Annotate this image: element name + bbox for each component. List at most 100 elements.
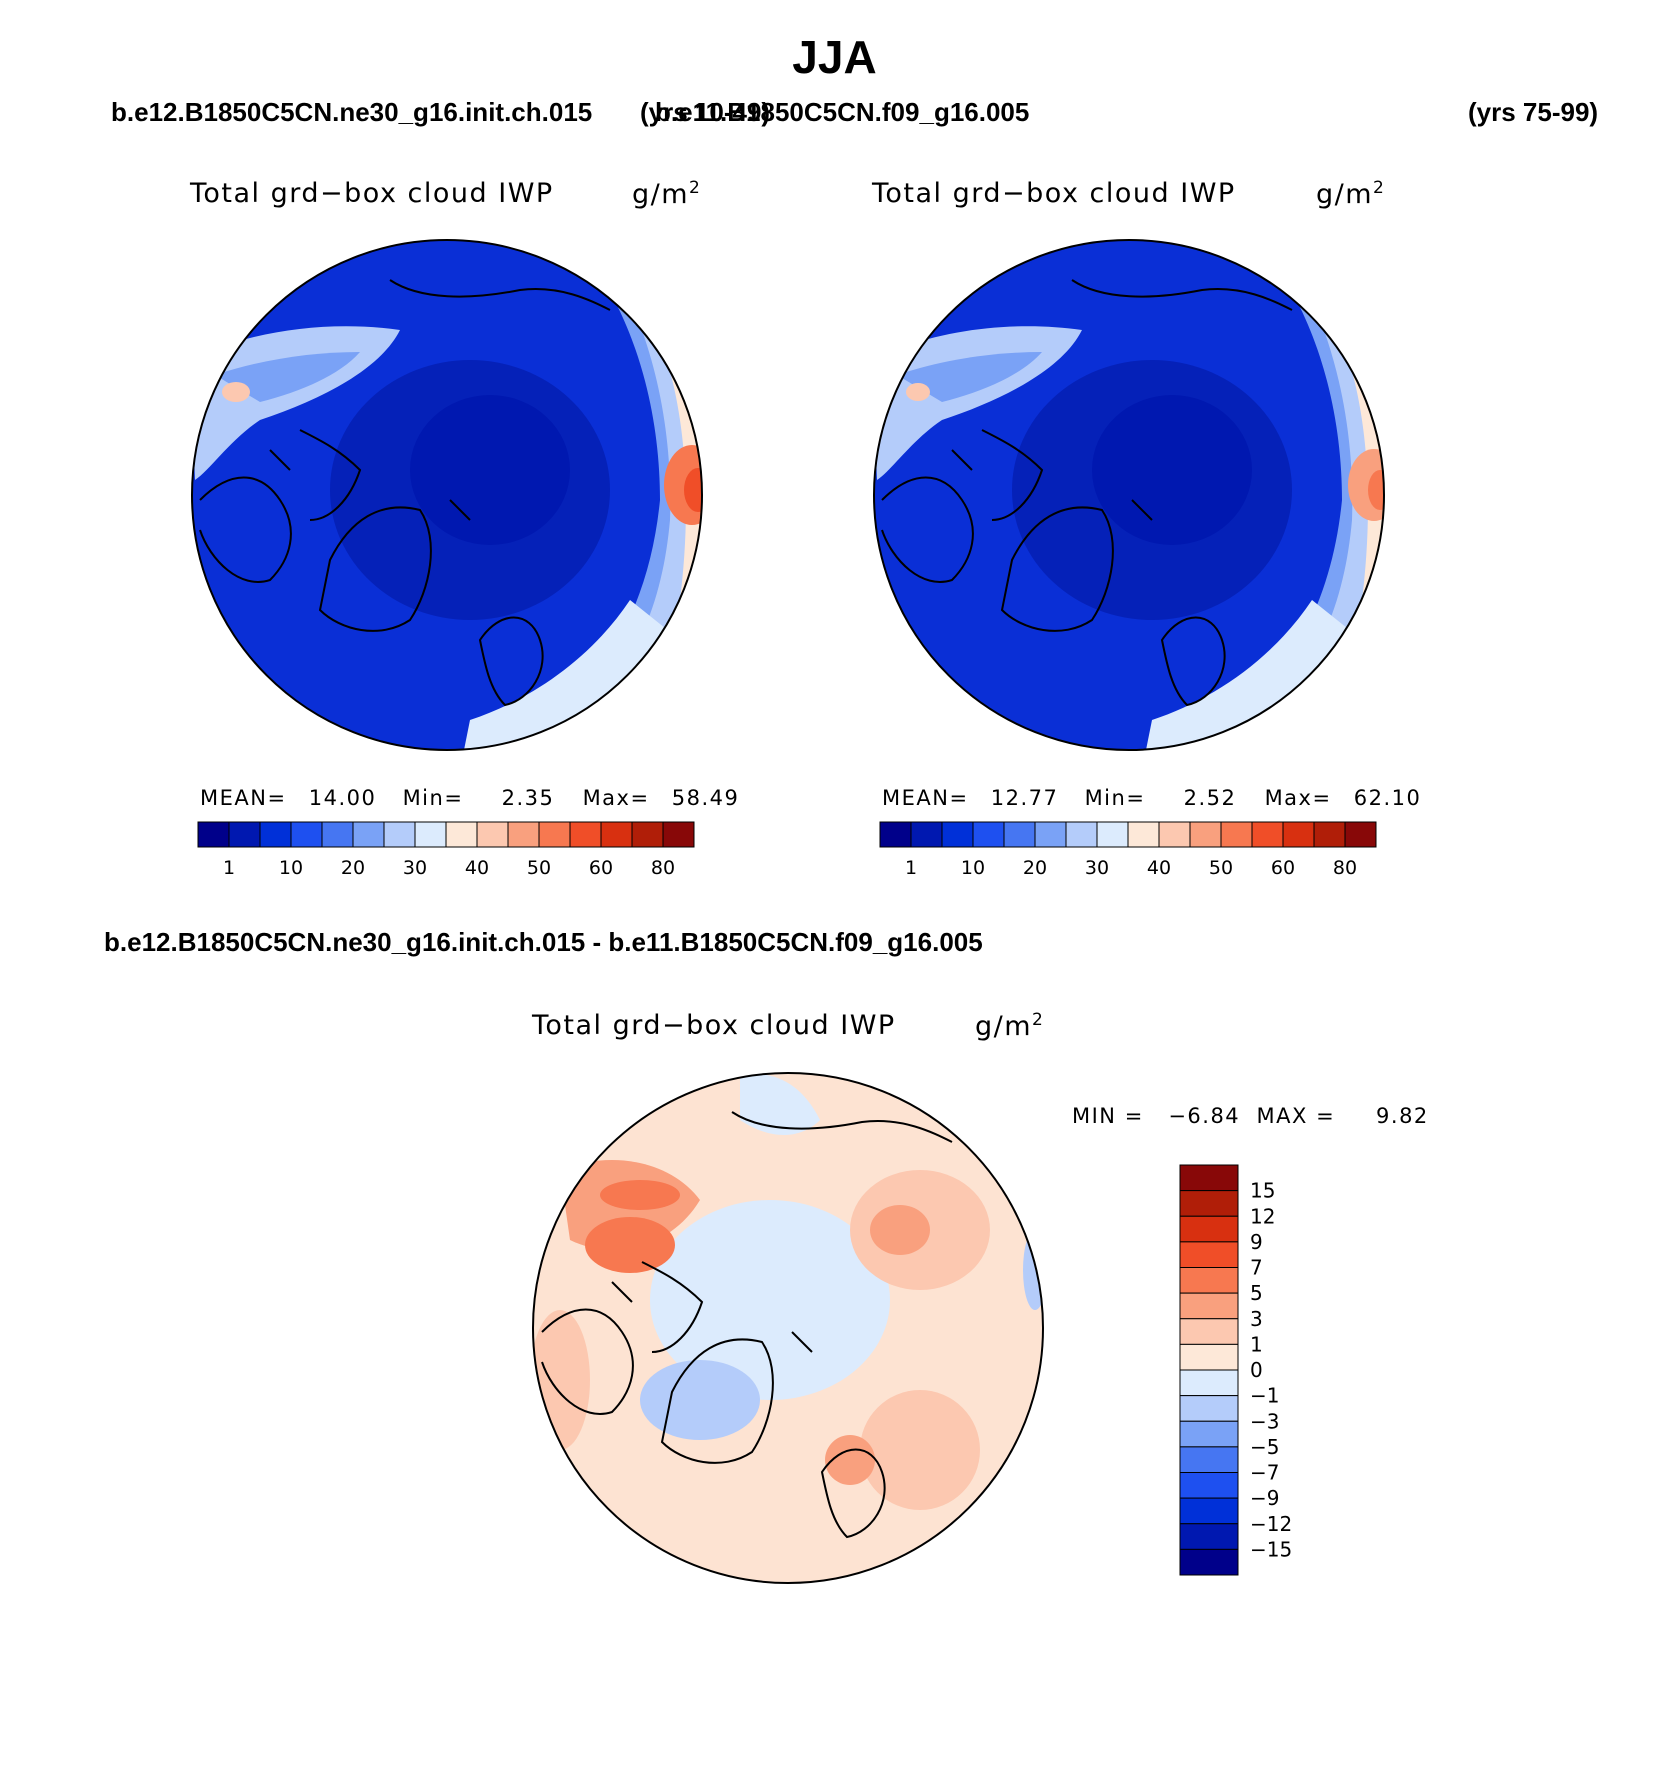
colorbar-panel-2: 1 10 20 30 40 50 60 80: [879, 821, 1377, 879]
diff-cool-greenland: [640, 1360, 760, 1440]
cbar1-label-6: 60: [589, 857, 613, 879]
cbar1-label-5: 50: [527, 857, 551, 879]
map1-coastline-america: [199, 476, 292, 583]
diff-units: g/m2: [975, 1010, 1044, 1042]
panel1-units-base: g/m: [632, 179, 690, 210]
cbar3-label-11: −7: [1250, 1461, 1279, 1485]
cbar1-swatch-4: [321, 821, 354, 848]
cbar1-swatch-12: [569, 821, 602, 848]
cbar3-swatch-4: [1179, 1267, 1239, 1294]
diff-coastline-america: [541, 1308, 634, 1415]
cbar3-label-14: −15: [1250, 1537, 1292, 1561]
colorbar-panel-1: 1 10 20 30 40 50 60 80: [197, 821, 695, 879]
diff-coastline-islands: [611, 1261, 813, 1353]
map1-coastline-asia: [389, 279, 611, 311]
diff-cool-right-edge: [1023, 1230, 1043, 1310]
panel2-mean-label: MEAN=: [882, 786, 969, 810]
panel2-max: 62.10: [1353, 786, 1422, 810]
map1-band-left-inner: [215, 352, 360, 402]
panel1-mean-label: MEAN=: [200, 786, 287, 810]
cbar3-swatch-12: [1179, 1472, 1239, 1499]
diff-warm-lr: [860, 1390, 980, 1510]
diff-warm-ul-core: [585, 1217, 675, 1273]
diff-units-exp: 2: [1032, 1010, 1045, 1030]
cbar3-swatch-2: [1179, 1215, 1239, 1243]
cbar2-label-5: 50: [1209, 857, 1233, 879]
cbar2-swatch-14: [1313, 821, 1346, 848]
cbar3-swatch-15: [1179, 1548, 1239, 1576]
case2-years: (yrs 75-99): [1468, 97, 1599, 127]
cbar1-swatch-1: [228, 821, 261, 848]
cbar1-swatch-6: [383, 821, 416, 848]
diff-units-base: g/m: [975, 1011, 1033, 1042]
map1-left-warm: [222, 382, 250, 402]
cbar1-swatch-10: [507, 821, 540, 848]
map2-band-bottom: [1142, 600, 1362, 750]
cbar2-swatch-4: [1003, 821, 1036, 848]
cbar1-swatch-11: [538, 821, 571, 848]
diff-border: [532, 1072, 1044, 1584]
map1-band-left: [192, 326, 400, 480]
cbar1-label-4: 40: [465, 857, 489, 879]
cbar2-swatch-11: [1220, 821, 1253, 848]
panel2-stats: MEAN= 12.77 Min= 2.52 Max= 62.10: [882, 786, 1421, 810]
diff-header: b.e12.B1850C5CN.ne30_g16.init.ch.015 - b…: [104, 927, 983, 957]
cbar3-label-3: 7: [1250, 1256, 1263, 1280]
cbar1-swatch-15: [662, 821, 695, 848]
panel2-max-label: Max=: [1264, 786, 1332, 810]
cbar2-swatch-1: [910, 821, 943, 848]
cbar3-label-13: −12: [1250, 1512, 1292, 1536]
cbar2-swatch-7: [1096, 821, 1129, 848]
panel2-min-label: Min=: [1084, 786, 1146, 810]
cbar3-swatch-13: [1179, 1497, 1239, 1525]
cbar1-swatch-9: [476, 821, 509, 848]
panel1-units: g/m2: [632, 178, 701, 210]
cbar2-label-1: 10: [961, 857, 985, 879]
page-title: JJA: [792, 31, 877, 83]
cbar3-label-1: 12: [1250, 1204, 1275, 1228]
map-panel-2: [874, 240, 1384, 750]
diff-minmax: MIN = −6.84 MAX = 9.82: [1072, 1104, 1429, 1128]
cbar3-swatch-14: [1179, 1523, 1239, 1550]
panel2-units-exp: 2: [1373, 178, 1386, 198]
cbar1-swatch-5: [352, 821, 385, 848]
cbar1-swatch-2: [259, 821, 292, 848]
panel2-units: g/m2: [1316, 178, 1385, 210]
map2-band-left-inner: [897, 352, 1042, 402]
map1-hotspot-core: [684, 468, 702, 512]
cbar3-swatch-7: [1179, 1343, 1239, 1371]
map2-hotspot-core: [1368, 470, 1384, 510]
cbar2-swatch-13: [1282, 821, 1315, 848]
panel1-stats: MEAN= 14.00 Min= 2.35 Max= 58.49: [200, 786, 739, 810]
cbar1-swatch-0: [197, 821, 230, 848]
diff-variable: Total grd−box cloud IWP: [532, 1010, 896, 1041]
cbar2-swatch-3: [972, 821, 1005, 848]
map1-band-bottom: [460, 600, 680, 750]
cbar3-label-8: −1: [1250, 1384, 1279, 1408]
map2-border: [873, 239, 1385, 751]
cbar2-label-6: 60: [1271, 857, 1295, 879]
cbar3-swatch-3: [1179, 1241, 1239, 1268]
map2-coastline-asia: [1071, 279, 1293, 311]
map1-core-deep: [410, 395, 570, 545]
cbar2-swatch-5: [1034, 821, 1067, 848]
cbar1-swatch-3: [290, 821, 323, 848]
diff-cool-center: [650, 1200, 890, 1400]
panel1-units-exp: 2: [689, 178, 702, 198]
cbar1-swatch-14: [631, 821, 664, 848]
cbar1-label-3: 30: [403, 857, 427, 879]
cbar2-label-3: 30: [1085, 857, 1109, 879]
cbar2-swatch-9: [1158, 821, 1191, 848]
cbar2-swatch-12: [1251, 821, 1284, 848]
cbar2-label-0: 1: [905, 857, 917, 879]
cbar2-swatch-2: [941, 821, 974, 848]
cbar3-label-6: 1: [1250, 1332, 1263, 1356]
cbar1-swatch-7: [414, 821, 447, 848]
cbar3-label-7: 0: [1250, 1358, 1263, 1382]
cbar3-label-10: −5: [1250, 1435, 1279, 1459]
panel1-min: 2.35: [501, 786, 555, 810]
diff-warm-ul-top: [600, 1180, 680, 1210]
cbar3-label-0: 15: [1250, 1179, 1275, 1203]
